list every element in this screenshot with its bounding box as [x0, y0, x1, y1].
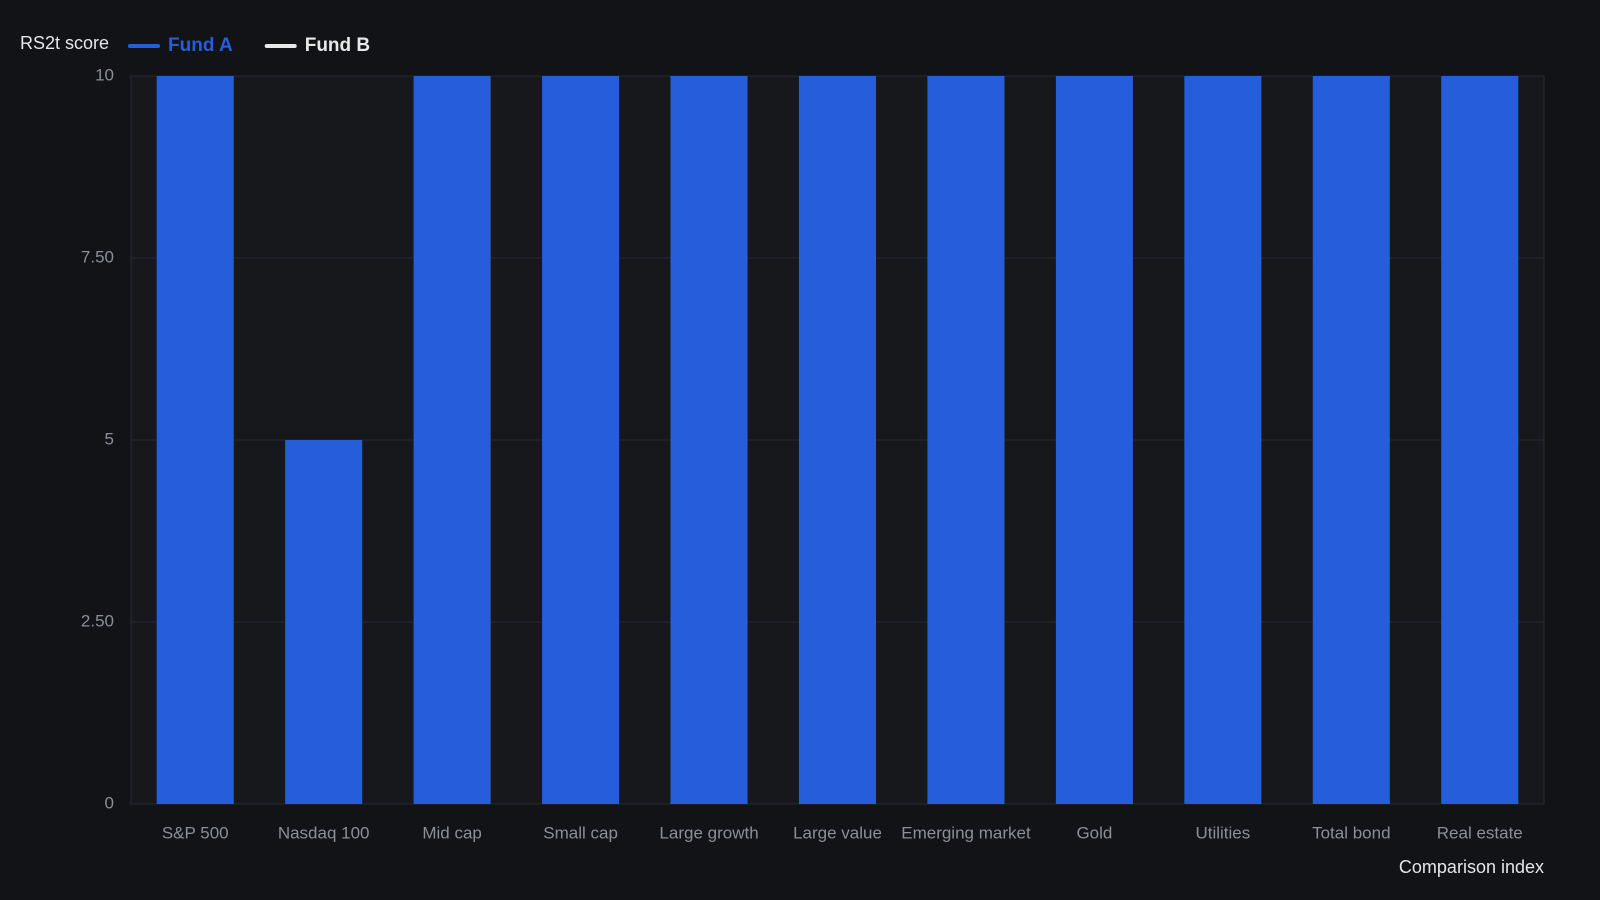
bar: [798, 76, 877, 804]
bar: [1441, 76, 1519, 804]
bar: [1184, 76, 1262, 804]
legend-label: Fund B: [305, 35, 370, 56]
bar: [542, 76, 620, 804]
bar: [1055, 76, 1133, 804]
x-tick-label: Small cap: [543, 823, 618, 842]
y-tick-label: 10: [95, 65, 114, 84]
y-tick-label: 2.50: [81, 611, 114, 630]
bar: [1312, 76, 1390, 804]
y-tick-label: 7.50: [81, 247, 114, 266]
y-tick-label: 5: [105, 429, 114, 448]
x-tick-label: S&P 500: [162, 823, 229, 842]
x-tick-label: Gold: [1076, 823, 1112, 842]
bar: [156, 76, 234, 804]
x-tick-label: Real estate: [1437, 823, 1523, 842]
bar: [413, 76, 491, 804]
x-tick-label: Utilities: [1195, 823, 1250, 842]
bar: [927, 76, 1005, 804]
x-tick-label: Emerging market: [901, 823, 1031, 842]
x-tick-label: Total bond: [1312, 823, 1390, 842]
x-tick-label: Large growth: [659, 823, 758, 842]
bar: [670, 76, 748, 804]
y-axis-title: RS2t score: [20, 33, 109, 53]
x-axis-title: Comparison index: [1399, 857, 1544, 877]
x-tick-label: Mid cap: [422, 823, 482, 842]
legend-label: Fund A: [168, 35, 233, 56]
bar: [285, 440, 363, 804]
x-tick-label: Large value: [793, 823, 882, 842]
y-tick-label: 0: [105, 793, 114, 812]
x-tick-label: Nasdaq 100: [278, 823, 370, 842]
